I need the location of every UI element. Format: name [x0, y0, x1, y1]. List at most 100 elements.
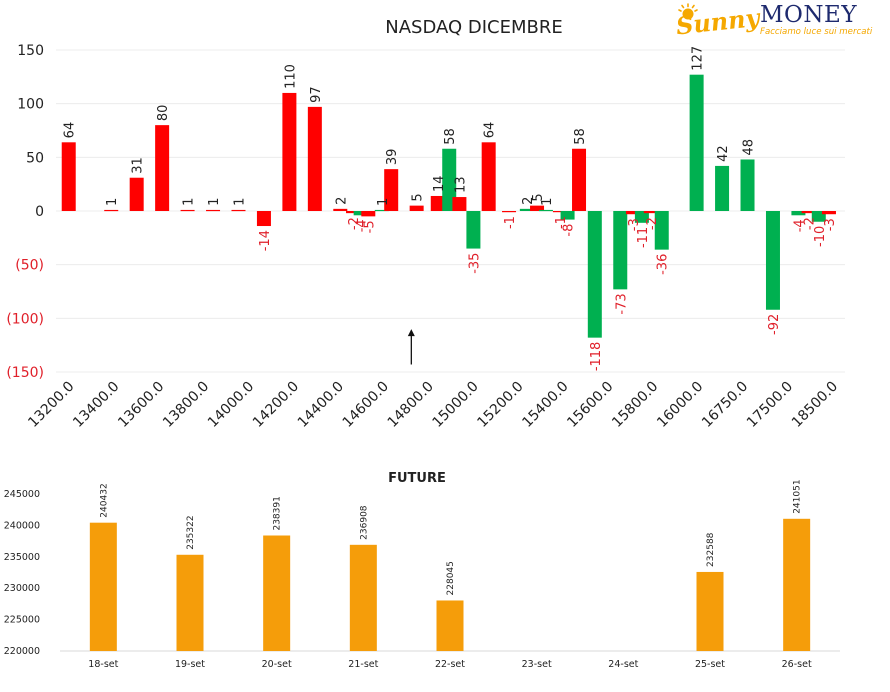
logo-tagline: Facciamo luce sui mercati [760, 27, 873, 37]
bar [442, 148, 457, 211]
data-label: 1 [540, 198, 555, 206]
x-tick-label: 17500.0 [744, 379, 796, 431]
data-label: 14 [432, 175, 447, 192]
data-label: -1 [503, 216, 518, 229]
data-label: 241051 [793, 479, 803, 513]
nasdaq-x-axis: 13200.013400.013600.013800.014000.014200… [25, 379, 841, 431]
data-label: 58 [573, 128, 588, 145]
x-tick-label: 14400.0 [295, 379, 347, 431]
data-label: -2 [347, 217, 362, 230]
data-label: 110 [283, 64, 298, 89]
data-label: -14 [258, 230, 273, 251]
data-label: -35 [467, 253, 482, 274]
future-chart: FUTURE 220000 225000 230000 235000 240000 245… [4, 471, 840, 670]
y-tick-label: 240000 [4, 520, 40, 531]
bar [783, 518, 811, 651]
data-label: -8 [562, 224, 577, 237]
bar [129, 177, 144, 211]
y-tick-label: 235000 [4, 552, 40, 563]
y-tick-label: 245000 [4, 489, 40, 500]
nasdaq-annotations [407, 329, 415, 365]
data-label: 5 [411, 193, 426, 201]
bar [481, 142, 496, 211]
data-label: 1 [207, 198, 222, 206]
bar [61, 142, 76, 211]
x-tick-label: 19-set [175, 659, 205, 670]
data-label: -10 [813, 226, 828, 247]
x-tick-label: 16750.0 [699, 379, 751, 431]
data-label: -4 [792, 219, 807, 232]
nasdaq-bars [61, 74, 836, 338]
data-label: -92 [767, 314, 782, 335]
bar [519, 208, 534, 211]
data-label: 1 [232, 198, 247, 206]
bar [502, 211, 517, 213]
data-label: 39 [385, 149, 400, 166]
y-tick-label: (150) [6, 365, 44, 381]
y-tick-label: (50) [15, 258, 44, 274]
data-label: 1 [182, 198, 197, 206]
x-tick-label: 15600.0 [564, 379, 616, 431]
bar [333, 208, 348, 211]
bar [374, 209, 389, 212]
data-label: -11 [636, 227, 651, 248]
x-tick-label: 26-set [782, 659, 812, 670]
y-tick-label: 100 [17, 97, 44, 113]
data-label: -5 [362, 220, 377, 233]
sun-icon [678, 3, 698, 20]
bar [696, 571, 724, 651]
x-tick-label: 18-set [88, 659, 118, 670]
x-tick-label: 23-set [522, 659, 552, 670]
x-tick-label: 24-set [608, 659, 638, 670]
data-label: 238391 [273, 496, 283, 530]
data-label: 5 [531, 193, 546, 201]
x-tick-label: 15400.0 [519, 379, 571, 431]
bar [346, 211, 361, 214]
bar [180, 209, 195, 212]
data-label: -118 [589, 342, 604, 372]
bar [587, 211, 602, 338]
data-label: -36 [656, 254, 671, 275]
data-label: 232588 [706, 532, 716, 567]
future-bars [89, 518, 811, 651]
data-label: 1 [376, 198, 391, 206]
bar [349, 544, 377, 651]
bar [613, 211, 628, 290]
arrow-up-icon [407, 329, 415, 337]
y-tick-label: (100) [6, 311, 44, 327]
logo-sunny-text: Sunny [675, 3, 763, 41]
x-tick-label: 14200.0 [250, 379, 302, 431]
bar [643, 211, 658, 214]
bar [452, 197, 467, 211]
data-label: -73 [614, 293, 629, 314]
nasdaq-y-axis: 150 100 50 0 (50) (100) (150) [6, 43, 44, 381]
bar [353, 211, 368, 216]
bar [634, 211, 649, 223]
data-label: 1 [105, 198, 120, 206]
x-tick-label: 13800.0 [160, 379, 212, 431]
bar [436, 600, 464, 651]
bar [740, 159, 755, 211]
data-label: 80 [156, 105, 171, 122]
future-x-axis: 18-set 19-set 20-set 21-set 22-set 23-set 24-s… [88, 659, 812, 670]
x-tick-label: 13200.0 [25, 379, 77, 431]
bar [811, 211, 826, 222]
bar [689, 74, 704, 211]
data-label: 13 [453, 176, 468, 193]
data-label: 235322 [186, 515, 196, 549]
bar [715, 165, 730, 211]
bar [231, 209, 246, 212]
data-label: 240432 [99, 483, 109, 517]
bar [282, 92, 297, 211]
bar [206, 209, 221, 212]
y-tick-label: 150 [17, 43, 44, 59]
y-tick-label: 230000 [4, 583, 40, 594]
data-label: 2 [521, 197, 536, 205]
x-tick-label: 14800.0 [385, 379, 437, 431]
data-label: 64 [63, 122, 78, 139]
data-label: 58 [443, 128, 458, 145]
bar [176, 554, 204, 651]
nasdaq-chart-title: NASDAQ DICEMBRE [385, 17, 563, 38]
x-tick-label: 22-set [435, 659, 465, 670]
